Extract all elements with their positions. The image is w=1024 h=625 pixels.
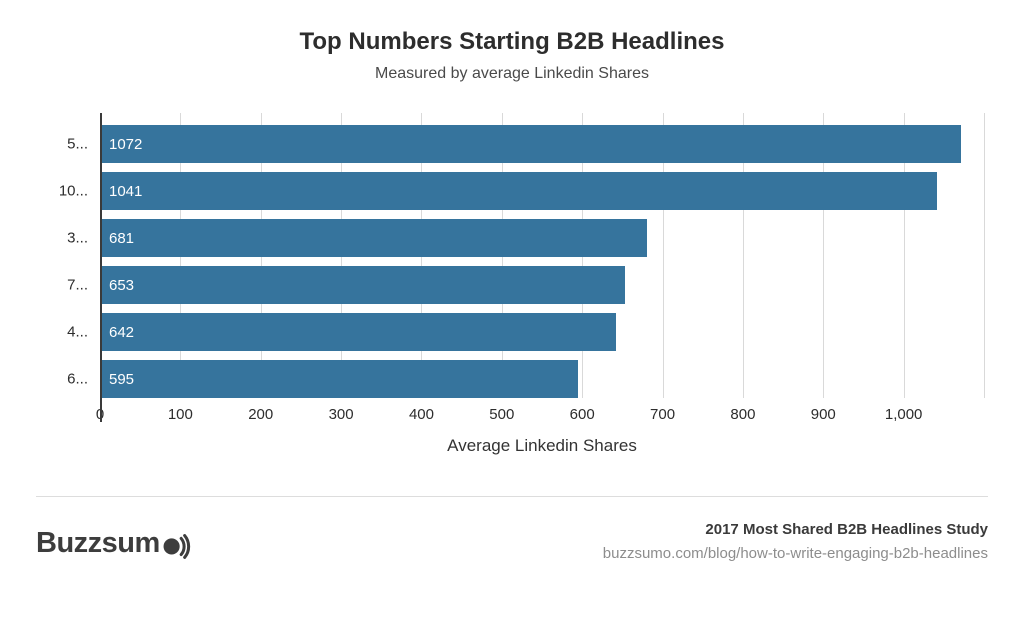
- bar: 1072: [100, 125, 962, 163]
- bar-row: 4... 642: [67, 313, 984, 351]
- x-tick-label: 600: [569, 406, 595, 423]
- bar: 595: [100, 360, 579, 398]
- bar-value-label: 642: [109, 323, 135, 341]
- x-tick-label: 1,000: [884, 406, 923, 423]
- x-axis-ticks: 01002003004005006007008009001,000: [96, 406, 984, 428]
- x-tick-label: 900: [810, 406, 836, 423]
- bar-row: 6... 595: [67, 360, 984, 398]
- plot-area: 5... 1072 10... 1041 3... 681 7... 653 4... 642 6.…: [59, 113, 985, 422]
- y-axis-label: 7...: [67, 276, 88, 294]
- y-axis-label: 5...: [67, 135, 88, 153]
- source-url: buzzsumo.com/blog/how-to-write-engaging-…: [602, 545, 988, 562]
- gridline: [984, 113, 985, 398]
- y-axis-line: [100, 113, 102, 422]
- gridline: [823, 113, 825, 398]
- y-axis-label: 10...: [58, 182, 88, 200]
- bar-row: 5... 1072: [67, 125, 984, 163]
- y-axis-label: 6...: [67, 370, 88, 388]
- x-tick-label: 300: [328, 406, 354, 423]
- footer: Buzzsum 2017 Most Shared B2B Headlines S…: [36, 496, 988, 562]
- credit-block: 2017 Most Shared B2B Headlines Study buz…: [603, 521, 988, 562]
- bar-row: 3... 681: [67, 219, 984, 257]
- bar-value-label: 681: [109, 229, 135, 247]
- gridline: [662, 113, 664, 398]
- study-title: 2017 Most Shared B2B Headlines Study: [705, 521, 988, 538]
- bar-value-label: 1041: [109, 182, 143, 200]
- chart-subtitle: Measured by average Linkedin Shares: [375, 65, 649, 82]
- bar-rows: 5... 1072 10... 1041 3... 681 7... 653 4... 642 6.…: [59, 125, 984, 398]
- bar-value-label: 1072: [109, 135, 143, 153]
- gridline: [903, 113, 905, 398]
- x-tick-label: 700: [650, 406, 676, 423]
- x-tick-label: 800: [730, 406, 756, 423]
- x-tick-label: 200: [248, 406, 274, 423]
- x-axis-title: Average Linkedin Shares: [447, 436, 637, 455]
- chart-title: Top Numbers Starting B2B Headlines: [299, 28, 725, 55]
- bar-row: 7... 653: [67, 266, 984, 304]
- y-axis-label: 3...: [67, 229, 88, 247]
- y-axis-label: 4...: [67, 323, 88, 341]
- bar: 681: [100, 219, 648, 257]
- bar: 1041: [100, 172, 937, 210]
- x-tick-label: 400: [408, 406, 434, 423]
- gridline: [742, 113, 744, 398]
- bar: 642: [100, 313, 616, 351]
- bar-row: 10... 1041: [59, 172, 984, 210]
- bar-value-label: 653: [109, 276, 135, 294]
- x-tick-label: 500: [489, 406, 515, 423]
- bar: 653: [100, 266, 625, 304]
- logo-text: Buzzsum: [36, 527, 160, 559]
- buzzsumo-logo: Buzzsum: [36, 525, 201, 559]
- bar-value-label: 595: [109, 370, 135, 388]
- buzzsumo-sonar-icon: [163, 534, 190, 559]
- x-tick-label: 100: [167, 406, 193, 423]
